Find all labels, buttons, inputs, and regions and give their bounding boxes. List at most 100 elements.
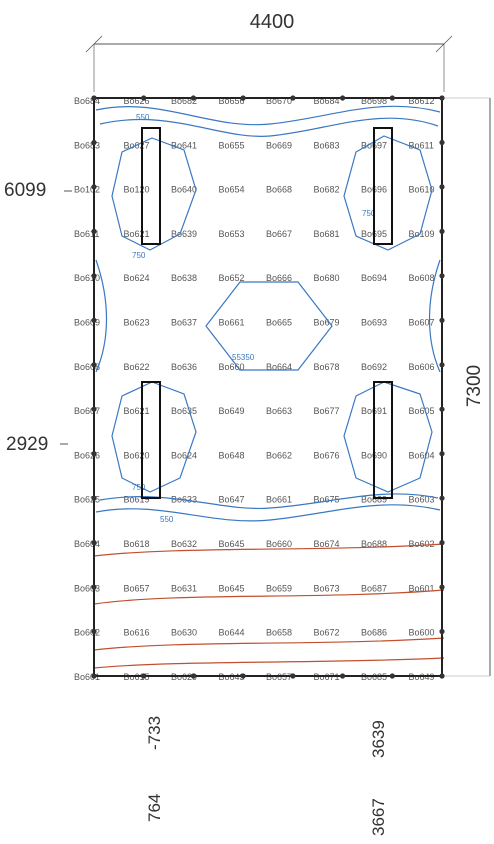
bottom-right-dimension-a: 3667 xyxy=(369,798,388,836)
grid-cell-label: Bo663 xyxy=(266,406,292,416)
frame-node xyxy=(91,451,97,457)
grid-cell-label: Bo626 xyxy=(74,450,100,460)
grid-cell-label: Bo661 xyxy=(219,318,245,328)
lower-right-contour xyxy=(343,381,433,493)
grid-cell-label: Bo603 xyxy=(409,495,435,505)
frame-node xyxy=(389,95,395,101)
grid-cell-label: Bo620 xyxy=(124,450,150,460)
frame-node xyxy=(340,673,346,679)
grid-cell-label: Bo607 xyxy=(409,318,435,328)
grid-cell-label: Bo631 xyxy=(171,583,197,593)
grid-cell-label: Bo654 xyxy=(219,185,245,195)
bottom-contour xyxy=(95,504,441,522)
grid-cell-label: Bo601 xyxy=(74,672,100,682)
right-dimension: 7300 xyxy=(442,97,491,677)
grid-cell-label: Bo603 xyxy=(74,583,100,593)
grid-cell-label: Bo693 xyxy=(361,318,387,328)
grid-cell-label: Bo683 xyxy=(74,140,100,150)
frame-node xyxy=(439,362,445,368)
frame-node xyxy=(290,95,296,101)
grid-cell-label: Bo636 xyxy=(171,362,197,372)
grid-cell-label: Bo623 xyxy=(124,318,150,328)
grid-cell-label: Bo609 xyxy=(74,318,100,328)
iso-label-center: 55350 xyxy=(232,353,255,362)
grid-cell-label: Bo635 xyxy=(171,406,197,416)
grid-cell-label: Bo632 xyxy=(171,539,197,549)
grid-cell-label: Bo649 xyxy=(219,406,245,416)
grid-cell-label: Bo689 xyxy=(361,495,387,505)
red-contour-4 xyxy=(93,657,445,669)
grid-cell-label: Bo675 xyxy=(314,495,340,505)
frame-node xyxy=(91,273,97,279)
grid-cell-label: Bo694 xyxy=(361,273,387,283)
grid-cell-label: Bo674 xyxy=(314,539,340,549)
top-contour-inner xyxy=(99,117,439,137)
frame-node xyxy=(439,495,445,501)
frame-node xyxy=(439,184,445,190)
frame-node xyxy=(439,228,445,234)
iso-label-top: 550 xyxy=(136,113,150,122)
width-dimension-label: 4400 xyxy=(250,11,295,33)
iso-label-upper-left: 750 xyxy=(132,251,146,260)
frame-node xyxy=(439,584,445,590)
fixture-upper-right xyxy=(373,127,393,245)
grid-cell-label: Bo659 xyxy=(266,583,292,593)
grid-cell-label: Bo667 xyxy=(266,229,292,239)
grid-cell-label: Bo648 xyxy=(219,450,245,460)
grid-cell-label: Bo640 xyxy=(171,185,197,195)
grid-cell-label: Bo676 xyxy=(314,450,340,460)
frame-node xyxy=(439,273,445,279)
frame-node xyxy=(141,95,147,101)
grid-cell-label: Bo655 xyxy=(219,140,245,150)
grid-cell-label: Bo677 xyxy=(314,406,340,416)
fixture-lower-right xyxy=(373,381,393,499)
grid-cell-label: Bo602 xyxy=(409,539,435,549)
frame-node xyxy=(91,317,97,323)
frame-node xyxy=(439,95,445,101)
grid-cell-label: Bo624 xyxy=(124,273,150,283)
grid-cell-label: Bo647 xyxy=(219,495,245,505)
grid-cell-label: Bo652 xyxy=(219,273,245,283)
grid-cell-label: Bo666 xyxy=(266,273,292,283)
grid-cell-label: Bo692 xyxy=(361,362,387,372)
grid-cell-label: Bo109 xyxy=(409,229,435,239)
grid-cell-label: Bo610 xyxy=(74,273,100,283)
bottom-left-dimension-b: -733 xyxy=(145,716,164,750)
frame-node xyxy=(190,673,196,679)
frame-node xyxy=(91,406,97,412)
top-dimension: 4400 xyxy=(85,11,453,92)
grid-cell-label: Bo660 xyxy=(266,539,292,549)
grid-cell-label: Bo625 xyxy=(74,495,100,505)
grid-cell-label: Bo616 xyxy=(124,628,150,638)
grid-cell-label: Bo682 xyxy=(171,96,197,106)
red-contour-2 xyxy=(93,589,445,605)
grid-cell-label: Bo102 xyxy=(74,185,100,195)
upper-left-contour xyxy=(111,137,197,251)
grid-cell-label: Bo624 xyxy=(171,450,197,460)
light-fixtures xyxy=(141,127,393,499)
grid-cell-label: Bo661 xyxy=(266,495,292,505)
grid-cell-label: Bo681 xyxy=(314,229,340,239)
frame-node xyxy=(240,673,246,679)
frame-node xyxy=(91,139,97,146)
frame-node xyxy=(91,540,97,546)
grid-cell-label: Bo600 xyxy=(409,628,435,638)
grid-cell-label: Bo653 xyxy=(219,229,245,239)
grid-cell-label: Bo645 xyxy=(219,539,245,549)
frame-node xyxy=(389,673,395,679)
grid-cell-label: Bo645 xyxy=(219,583,245,593)
grid-cell-label: Bo664 xyxy=(266,362,292,372)
frame-node xyxy=(91,362,97,368)
grid-cell-label: Bo641 xyxy=(171,140,197,150)
frame-node xyxy=(439,406,445,412)
grid-cell-label: Bo630 xyxy=(171,628,197,638)
iso-label-upper-right: 750 xyxy=(362,209,376,218)
fixture-lower-left xyxy=(141,381,161,499)
grid-cell-label: Bo611 xyxy=(409,140,434,150)
iso-label-lower-left: 750 xyxy=(132,483,146,492)
grid-cell-label: Bo602 xyxy=(74,628,100,638)
grid-cell-label: Bo687 xyxy=(361,583,387,593)
grid-cell-label: Bo638 xyxy=(171,273,197,283)
grid-cell-label: Bo684 xyxy=(314,96,340,106)
